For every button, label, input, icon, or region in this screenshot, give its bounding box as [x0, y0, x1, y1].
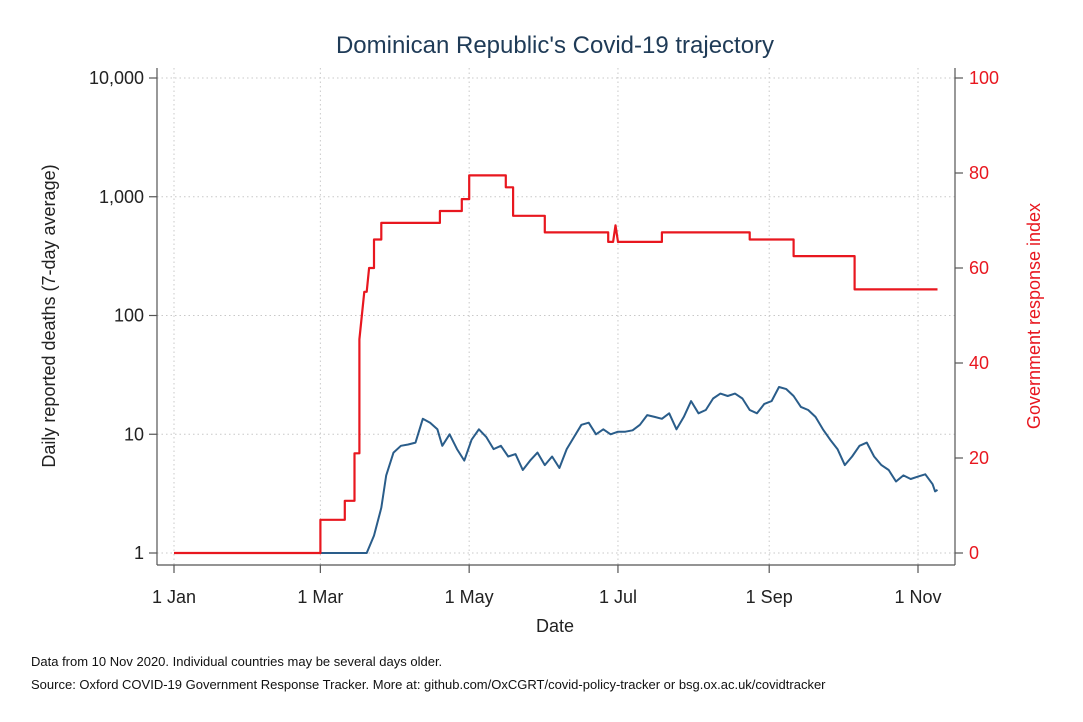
left-y-axis-label: Daily reported deaths (7-day average): [39, 164, 59, 467]
y2-tick-label: 40: [969, 353, 989, 373]
y2-tick-label: 0: [969, 543, 979, 563]
x-tick-label: 1 Jul: [599, 587, 637, 607]
footnote-data-date: Data from 10 Nov 2020. Individual countr…: [31, 654, 442, 669]
y-tick-label: 10: [124, 424, 144, 444]
right-y-axis-label: Government response index: [1024, 203, 1044, 429]
y2-tick-label: 80: [969, 163, 989, 183]
y-tick-label: 1,000: [99, 187, 144, 207]
axes: [156, 68, 956, 566]
y2-tick-label: 20: [969, 448, 989, 468]
government-response-index-line: [174, 174, 938, 555]
series: [174, 174, 939, 555]
x-tick-label: 1 Mar: [297, 587, 343, 607]
y-tick-label: 100: [114, 306, 144, 326]
right-y-ticks: 0 20 40 60 80 100: [955, 68, 999, 563]
y2-tick-label: 60: [969, 258, 989, 278]
x-tick-label: 1 May: [445, 587, 494, 607]
daily-deaths-line: [174, 386, 939, 554]
x-tick-label: 1 Sep: [746, 587, 793, 607]
x-tick-label: 1 Nov: [894, 587, 941, 607]
x-axis-label: Date: [536, 616, 574, 636]
left-y-ticks: 1 10 100 1,000 10,000: [89, 68, 157, 563]
grid-lines: [157, 68, 955, 565]
x-ticks: 1 Jan 1 Mar 1 May 1 Jul 1 Sep 1 Nov: [152, 565, 942, 607]
chart-title: Dominican Republic's Covid-19 trajectory: [336, 32, 774, 59]
x-tick-label: 1 Jan: [152, 587, 196, 607]
y2-tick-label: 100: [969, 68, 999, 88]
footnote-source: Source: Oxford COVID-19 Government Respo…: [31, 677, 826, 692]
y-tick-label: 1: [134, 543, 144, 563]
y-tick-label: 10,000: [89, 68, 144, 88]
